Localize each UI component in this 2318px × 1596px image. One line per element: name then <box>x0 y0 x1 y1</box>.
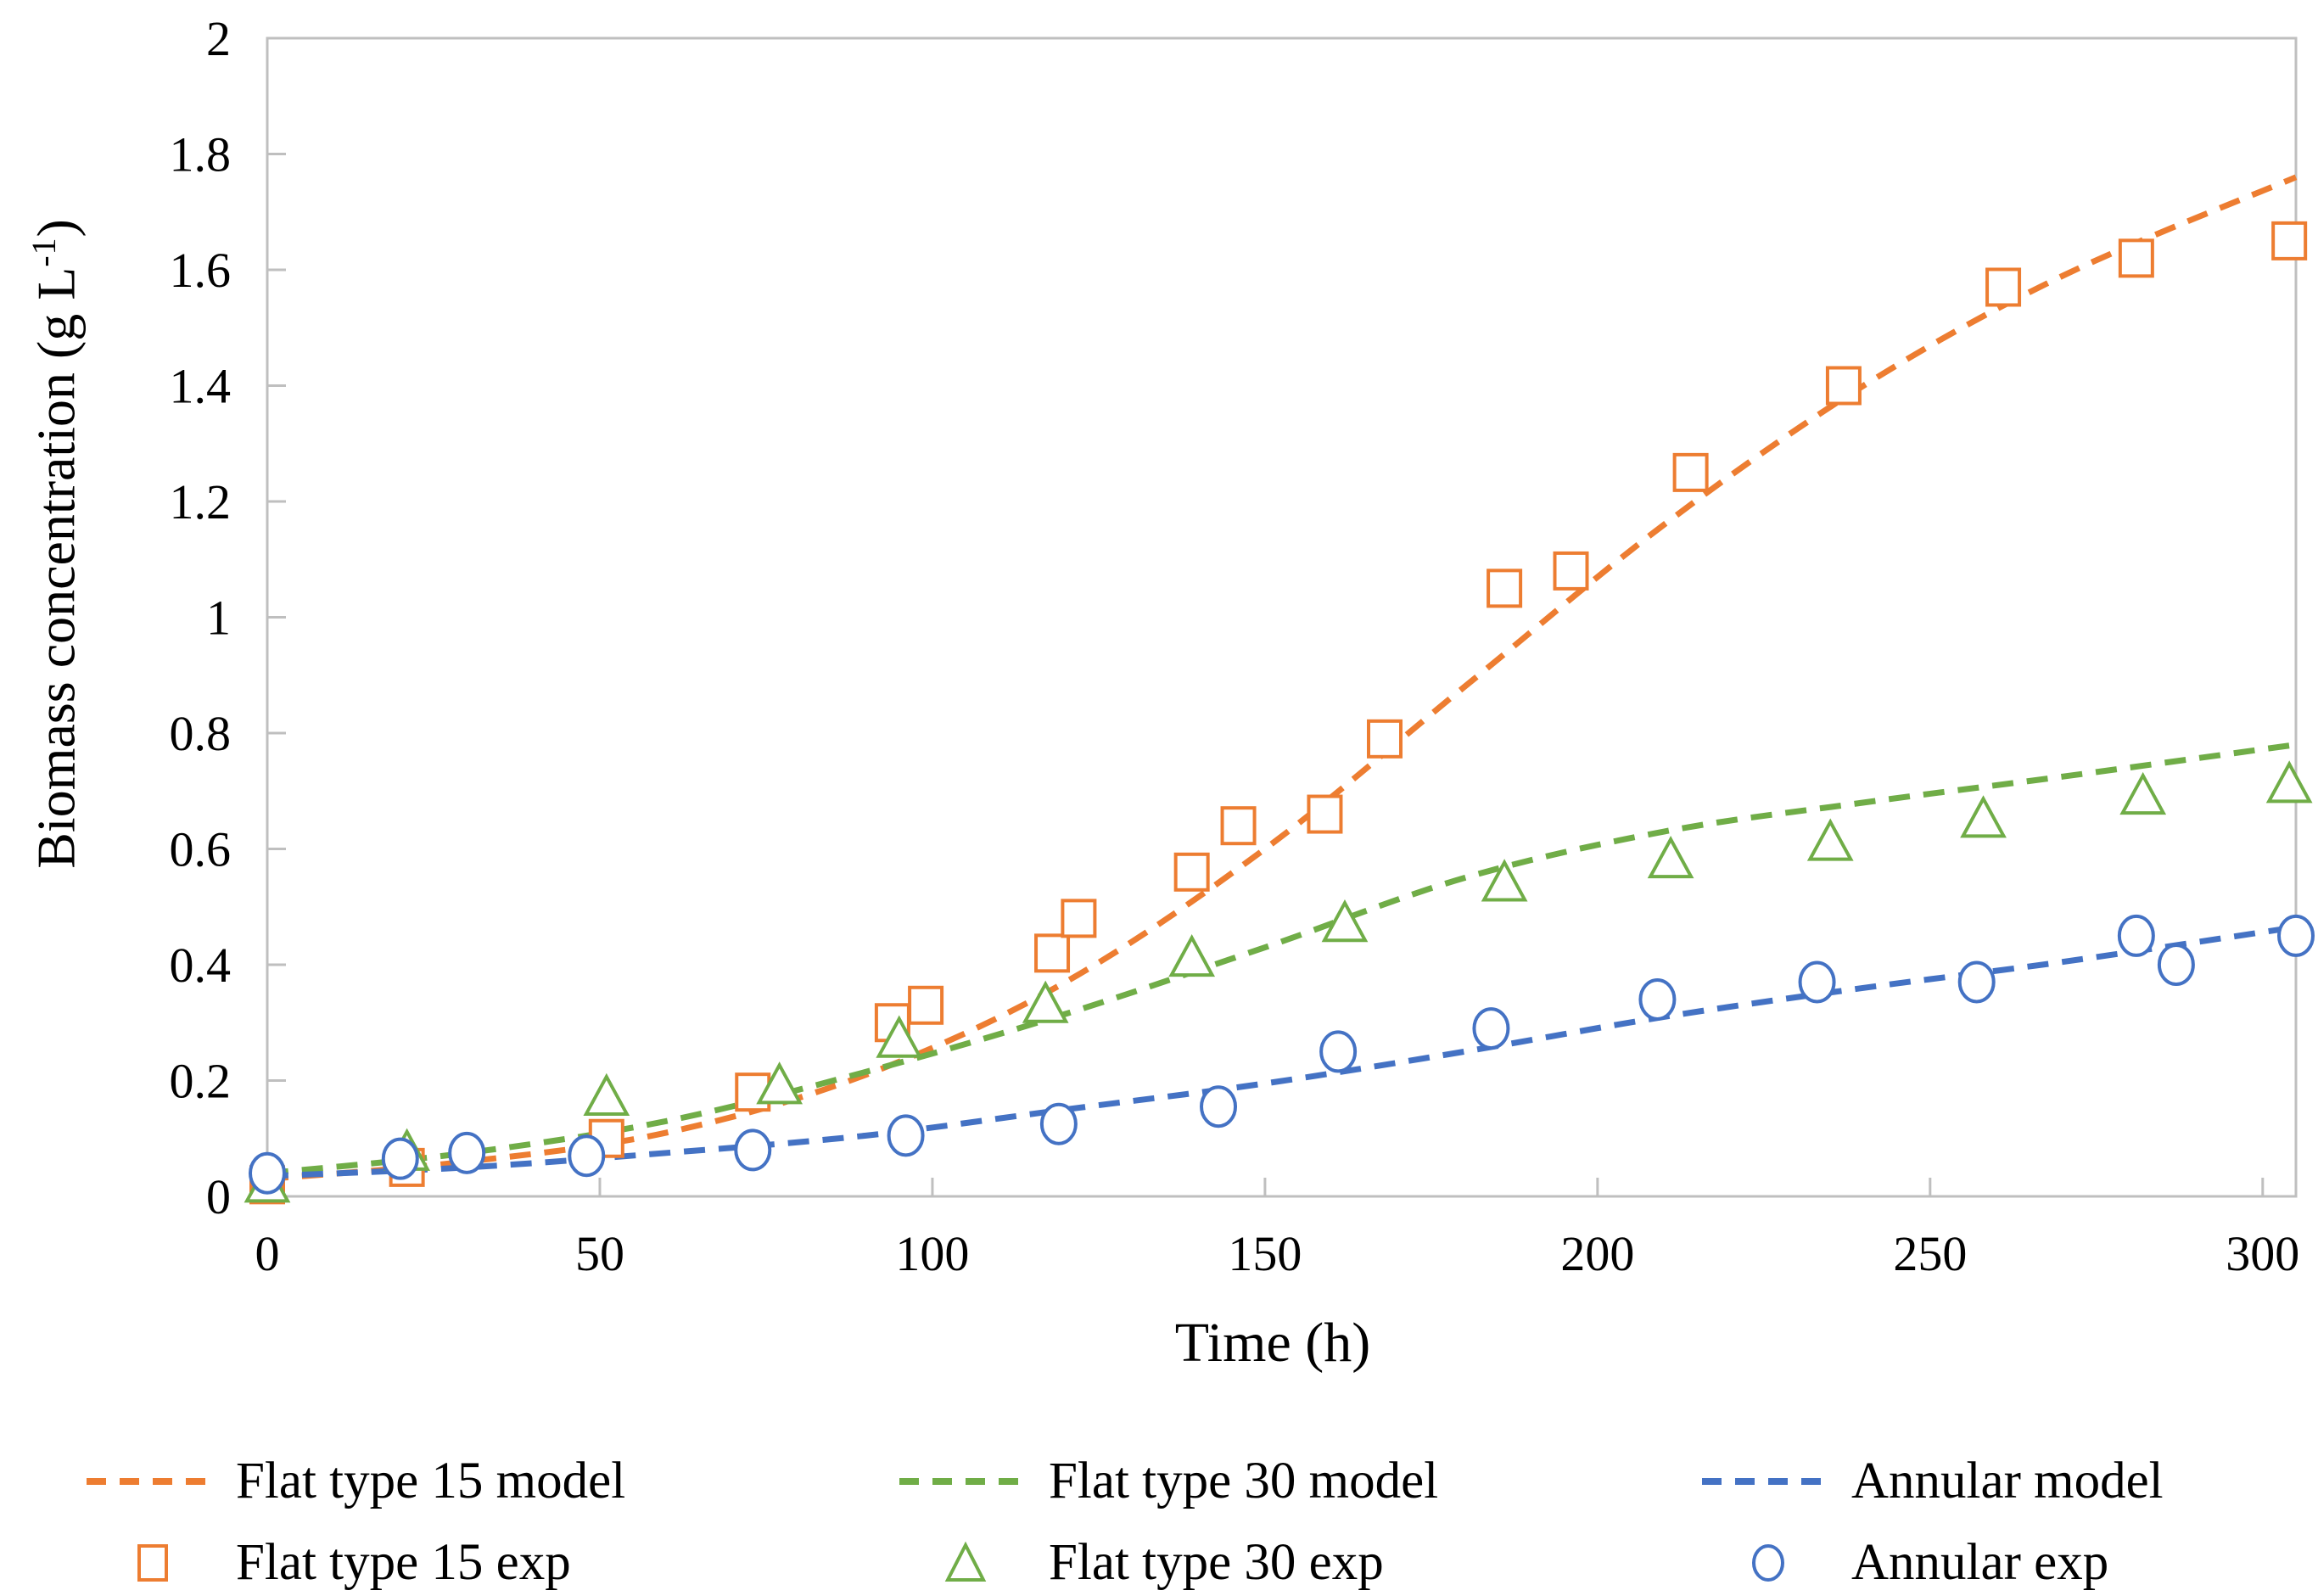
dashed-line-sample-icon <box>85 1475 221 1488</box>
legend-label: Annular exp <box>1851 1534 2109 1591</box>
square-marker-icon <box>1173 852 1210 892</box>
legend-label: Flat type 15 exp <box>236 1534 571 1591</box>
circle-marker-icon <box>1957 960 1996 1004</box>
x-tick-label: 0 <box>255 1226 280 1281</box>
circle-marker-icon <box>887 1114 925 1157</box>
legend-item-flat15-exp: Flat type 15 exp <box>85 1522 571 1596</box>
x-tick-label: 250 <box>1893 1226 1967 1281</box>
legend-label: Flat type 30 exp <box>1049 1534 1384 1591</box>
circle-marker-icon <box>1798 960 1836 1004</box>
y-tick-label: 1 <box>206 591 231 646</box>
dashed-line-sample-icon <box>898 1475 1033 1488</box>
square-marker-icon <box>1034 933 1071 973</box>
series-annular-exp <box>249 914 2315 1195</box>
triangle-marker-icon <box>583 1072 630 1116</box>
legend-label: Flat type 30 model <box>1049 1453 1439 1509</box>
circle-marker-icon <box>1200 1085 1238 1128</box>
legend-item-annular-model: Annular model <box>1700 1441 2164 1522</box>
square-marker-icon <box>1307 794 1343 834</box>
square-marker-icon <box>1220 806 1257 846</box>
x-tick-label: 300 <box>2226 1226 2299 1281</box>
triangle-marker-icon <box>1481 859 1528 902</box>
y-axis-title-main: Biomass concentration (g L <box>25 266 87 869</box>
y-tick-label: 0.8 <box>170 706 232 761</box>
circle-marker-icon <box>1319 1030 1358 1073</box>
circle-marker-icon <box>1039 1102 1078 1145</box>
x-tick-label: 150 <box>1228 1226 1302 1281</box>
y-tick-label: 1.6 <box>170 243 232 298</box>
model-line-flat-type-15-model <box>266 174 2298 1183</box>
y-axis-title: Biomass concentration (g L-1) <box>25 9 103 1078</box>
triangle-marker-icon <box>2119 771 2167 815</box>
triangle-marker-icon <box>876 1015 923 1058</box>
square-marker-icon <box>1672 452 1709 492</box>
y-tick-label: 1.8 <box>170 127 232 182</box>
square-marker-icon <box>2118 238 2154 278</box>
triangle-marker-icon <box>1321 899 1369 943</box>
triangle-marker-icon <box>1168 933 1216 977</box>
y-tick-label: 0.4 <box>170 938 232 993</box>
circle-marker-icon <box>381 1137 419 1180</box>
y-axis-title-superscript: -1 <box>25 237 63 267</box>
series-flat-type-15-exp <box>249 221 2308 1205</box>
legend-label: Flat type 15 model <box>236 1453 626 1509</box>
square-marker-icon <box>1985 267 2022 307</box>
triangle-marker-icon <box>756 1061 803 1105</box>
circle-marker-icon <box>2157 944 2195 986</box>
model-line-flat-type-30-model <box>266 742 2297 1177</box>
model-line-annular-model <box>266 924 2297 1179</box>
triangle-marker-icon <box>1960 795 2007 838</box>
y-axis: 0 0.2 0.4 0.6 0.8 1 1.2 1.4 1.6 1.8 2 <box>170 11 286 1224</box>
circle-marker-icon <box>2117 914 2155 957</box>
x-axis-title: Time (h) <box>1174 1312 1371 1374</box>
circle-marker-icon <box>734 1128 772 1172</box>
legend-label: Annular model <box>1851 1453 2164 1509</box>
y-axis-title-close: ) <box>25 219 87 238</box>
circle-marker-icon <box>2277 914 2315 957</box>
y-tick-label: 0.6 <box>170 822 232 877</box>
square-marker-icon <box>1061 899 1097 938</box>
x-tick-label: 200 <box>1560 1226 1634 1281</box>
legend-item-flat15-model: Flat type 15 model <box>85 1441 625 1522</box>
square-marker-icon <box>2271 221 2308 260</box>
x-tick-label: 50 <box>575 1226 624 1281</box>
dashed-line-sample-icon <box>1700 1475 1836 1488</box>
y-tick-label: 1.2 <box>170 474 232 529</box>
series-flat-type-30-exp <box>244 760 2313 1203</box>
circle-marker-icon <box>249 1151 286 1195</box>
square-marker-icon <box>1825 366 1862 406</box>
triangle-marker-icon <box>1022 980 1069 1023</box>
x-tick-label: 100 <box>895 1226 969 1281</box>
circle-marker-icon <box>448 1131 486 1174</box>
circle-marker-icon <box>1638 977 1677 1021</box>
square-marker-icon <box>1487 568 1523 608</box>
square-marker-icon <box>1553 551 1589 591</box>
square-marker-icon <box>85 1537 221 1588</box>
triangle-marker-icon <box>898 1537 1033 1588</box>
y-tick-label: 0 <box>206 1169 231 1224</box>
triangle-marker-icon <box>1647 835 1694 879</box>
legend-item-flat30-model: Flat type 30 model <box>898 1441 1438 1522</box>
square-marker-icon <box>1367 719 1403 759</box>
legend-item-flat30-exp: Flat type 30 exp <box>898 1522 1384 1596</box>
circle-marker-icon <box>1472 1007 1510 1050</box>
x-axis: 0 50 100 150 200 250 300 <box>255 1178 2299 1281</box>
circle-marker-icon <box>568 1134 606 1178</box>
plot-border <box>266 36 2298 1198</box>
y-tick-label: 0.2 <box>170 1054 232 1109</box>
y-tick-label: 2 <box>206 11 231 66</box>
circle-marker-icon <box>1700 1537 1836 1588</box>
y-tick-label: 1.4 <box>170 359 232 414</box>
legend-item-annular-exp: Annular exp <box>1700 1522 2108 1596</box>
triangle-marker-icon <box>2265 760 2313 804</box>
triangle-marker-icon <box>1806 818 1854 861</box>
square-marker-icon <box>908 985 944 1025</box>
